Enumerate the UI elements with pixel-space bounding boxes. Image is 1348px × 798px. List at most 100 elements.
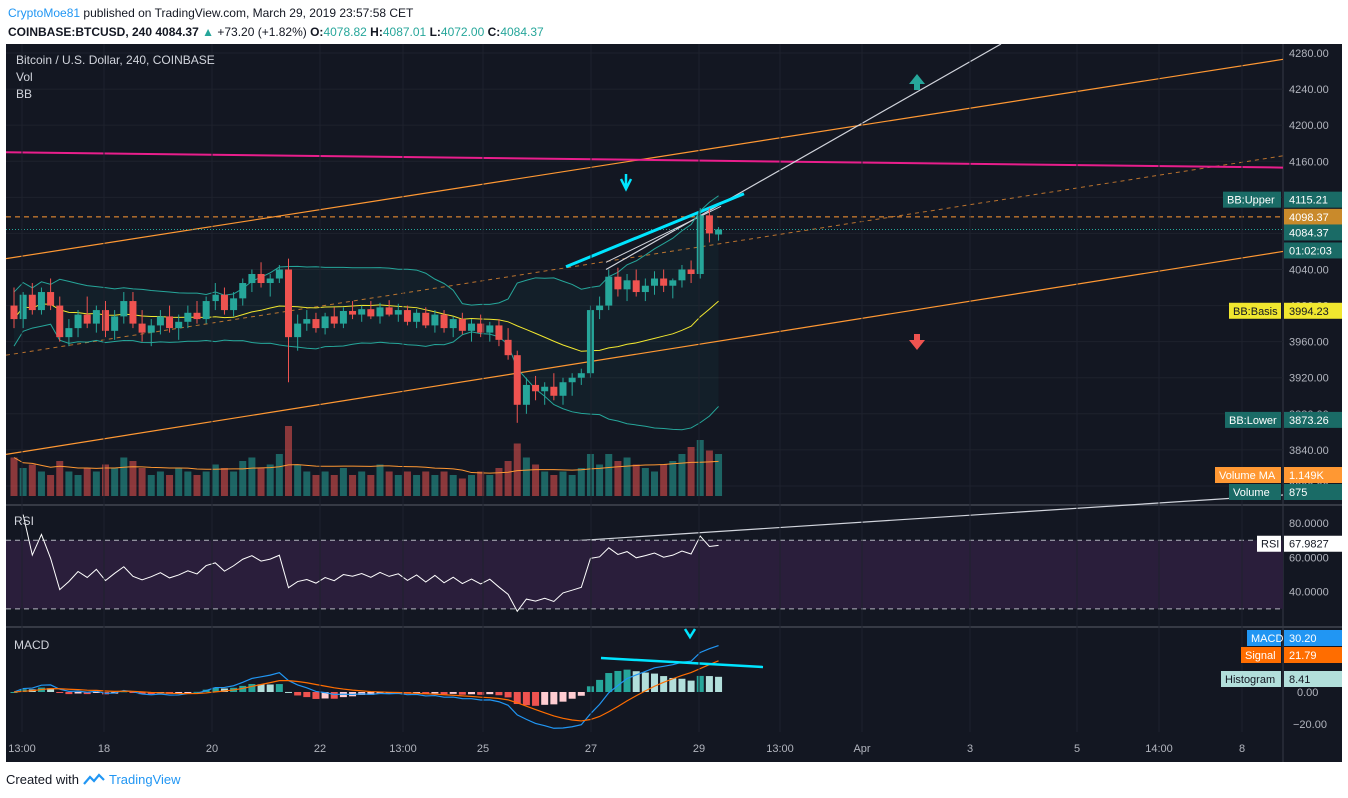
candle-body bbox=[513, 355, 521, 405]
high-label: H: bbox=[370, 25, 383, 39]
volume-bar bbox=[660, 464, 668, 496]
time-axis-label: 22 bbox=[314, 743, 326, 755]
chart-header: CryptoMoe81 published on TradingView.com… bbox=[8, 4, 544, 42]
bb-upper-tag-value: 4115.21 bbox=[1289, 195, 1328, 207]
symbol-label: COINBASE:BTCUSD, 240 bbox=[8, 25, 153, 39]
volume-bar bbox=[129, 461, 137, 496]
tradingview-link[interactable]: TradingView bbox=[108, 772, 181, 787]
volume-bar bbox=[202, 471, 210, 496]
candle-body bbox=[605, 276, 613, 306]
author-link[interactable]: CryptoMoe81 bbox=[8, 6, 81, 20]
time-axis-label: Apr bbox=[853, 743, 870, 755]
candle-body bbox=[266, 278, 274, 284]
candle-body bbox=[248, 274, 256, 284]
macd-histogram-bar bbox=[321, 692, 329, 699]
volume-bar bbox=[156, 471, 164, 496]
volume-bar bbox=[220, 468, 228, 496]
legend-vol[interactable]: Vol bbox=[16, 70, 33, 84]
price-pane-bg bbox=[6, 44, 1283, 504]
macd-histogram-bar bbox=[696, 675, 704, 692]
volume-bar bbox=[458, 478, 466, 496]
candle-body bbox=[138, 323, 146, 333]
candle-body bbox=[111, 316, 119, 331]
ohlc-line: COINBASE:BTCUSD, 240 4084.37 ▲ +73.20 (+… bbox=[8, 23, 544, 42]
macd-histogram-bar bbox=[92, 692, 100, 693]
candle-body bbox=[275, 269, 283, 279]
rsi-pane[interactable] bbox=[6, 514, 1283, 613]
candle-body bbox=[687, 269, 695, 274]
volume-bar bbox=[641, 468, 649, 496]
macd-histogram-bar bbox=[138, 692, 146, 695]
volume-bar bbox=[257, 468, 265, 496]
macd-histogram-bar bbox=[715, 676, 723, 692]
volume-bar bbox=[248, 457, 256, 496]
channel-lower-line[interactable] bbox=[5, 250, 1284, 455]
macd-value-tag-name: MACD bbox=[1251, 633, 1283, 645]
candle-body bbox=[147, 325, 155, 333]
chart-container[interactable]: 4280.004240.004200.004160.004120.004080.… bbox=[5, 43, 1342, 762]
volume-bar bbox=[230, 471, 238, 496]
candle-body bbox=[92, 310, 100, 324]
candle-body bbox=[239, 283, 247, 299]
volume-bar bbox=[211, 464, 219, 496]
macd-histogram-bar bbox=[248, 684, 256, 692]
volume-bar bbox=[74, 475, 82, 496]
publish-line: CryptoMoe81 published on TradingView.com… bbox=[8, 4, 544, 23]
chart-canvas[interactable]: 4280.004240.004200.004160.004120.004080.… bbox=[5, 43, 1342, 762]
rsi-axis-label: 60.0000 bbox=[1289, 552, 1329, 564]
macd-divergence-line[interactable] bbox=[600, 656, 764, 669]
macd-histogram-bar bbox=[651, 673, 658, 692]
candle-body bbox=[660, 278, 668, 286]
time-axis-label: 13:00 bbox=[766, 743, 794, 755]
rsi-legend[interactable]: RSI bbox=[14, 514, 35, 528]
last-price: 4084.37 bbox=[155, 25, 199, 39]
volume-ma-line bbox=[13, 457, 719, 474]
green-up-arrow-icon bbox=[909, 74, 925, 90]
macd-legend[interactable]: MACD bbox=[14, 638, 50, 652]
candle-body bbox=[449, 319, 457, 329]
volume-bar bbox=[349, 475, 357, 496]
candle-body bbox=[586, 310, 594, 374]
resistance-tag-value: 4098.37 bbox=[1289, 212, 1329, 224]
candle-body bbox=[56, 305, 64, 338]
bb-upper-line bbox=[13, 195, 719, 306]
volume-bar bbox=[83, 468, 91, 496]
time-axis-label: 13:00 bbox=[389, 743, 417, 755]
legend-bb[interactable]: BB bbox=[16, 87, 33, 101]
volume-bar bbox=[111, 468, 119, 496]
volume-bar bbox=[440, 471, 448, 496]
macd-histogram-bar bbox=[211, 687, 219, 692]
volume-bar bbox=[65, 471, 73, 496]
volume-bar bbox=[568, 475, 576, 496]
volume-bar bbox=[541, 471, 549, 496]
volume-bar bbox=[614, 461, 622, 496]
macd-histogram-bar bbox=[541, 692, 549, 705]
macd-pane[interactable] bbox=[10, 628, 764, 729]
volume-bar bbox=[651, 471, 658, 496]
low-value: 4072.00 bbox=[440, 25, 485, 39]
histogram-value-tag-value-bg bbox=[1284, 671, 1342, 687]
close-value: 4084.37 bbox=[500, 25, 544, 39]
last-price-tag-value: 4084.37 bbox=[1289, 227, 1329, 239]
volume-bar bbox=[385, 471, 393, 496]
time-axis-label: 13:00 bbox=[8, 743, 36, 755]
candle-body bbox=[568, 377, 576, 383]
time-axis-label: 18 bbox=[98, 743, 110, 755]
volume-bar bbox=[28, 464, 36, 496]
macd-histogram-bar bbox=[431, 692, 439, 694]
resistance-trendline[interactable] bbox=[5, 151, 1284, 169]
macd-histogram-bar bbox=[568, 692, 576, 699]
candle-body bbox=[184, 312, 192, 322]
volume-bar bbox=[239, 461, 247, 496]
bb-lower-tag-value: 3873.26 bbox=[1289, 415, 1329, 427]
candle-body bbox=[651, 278, 658, 286]
candle-body bbox=[230, 298, 238, 311]
macd-histogram-bar bbox=[184, 692, 192, 693]
signal-value-tag-value: 21.79 bbox=[1289, 650, 1317, 662]
price-pane[interactable] bbox=[5, 43, 1284, 550]
volume-bar bbox=[184, 471, 192, 496]
candle-body bbox=[403, 310, 411, 322]
cyan-trend-line[interactable] bbox=[565, 192, 745, 269]
close-label: C: bbox=[487, 25, 501, 39]
white-trendline[interactable] bbox=[605, 43, 1002, 271]
